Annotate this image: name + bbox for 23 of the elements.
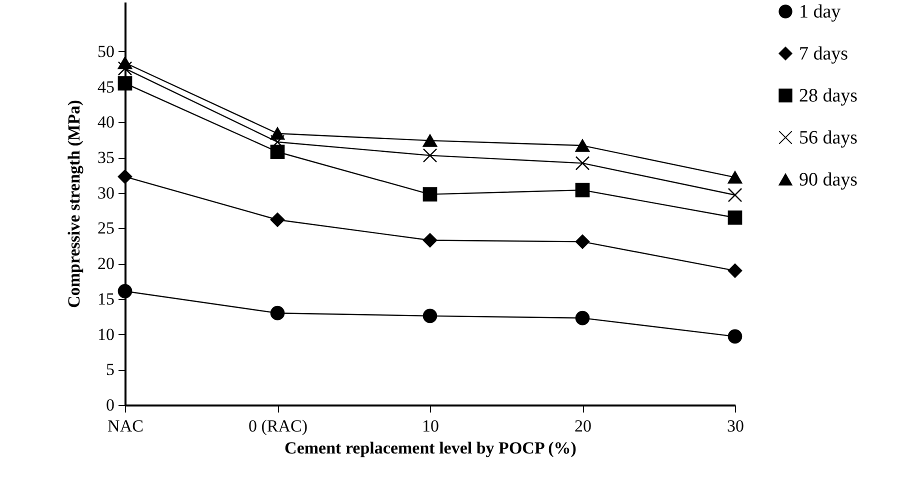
y-tick-label: 10	[98, 324, 114, 344]
x-tick-label: 30	[727, 416, 744, 436]
x-tick-label: 20	[574, 416, 592, 436]
legend-label: 56 days	[799, 128, 858, 148]
y-axis-title: Compressive strength (MPa)	[64, 100, 84, 308]
x-axis-title: Cement replacement level by POCP (%)	[284, 438, 576, 458]
y-tick-label: 25	[98, 218, 114, 238]
y-tick-label: 45	[98, 77, 114, 96]
legend-label: 28 days	[799, 86, 858, 106]
legend-label: 90 days	[799, 170, 858, 190]
y-tick-label: 40	[98, 112, 114, 132]
y-tick-label: 30	[98, 183, 114, 202]
y-tick-label: 15	[98, 289, 114, 308]
y-tick-label: 0	[106, 396, 114, 414]
y-tick-label: 50	[98, 42, 114, 61]
legend-label: 1 day	[799, 2, 842, 22]
x-tick-label: 0 (RAC)	[248, 416, 308, 436]
x-tick-label: NAC	[108, 416, 144, 436]
y-tick-label: 35	[98, 148, 114, 168]
x-tick-label: 10	[422, 416, 439, 436]
y-tick-label: 20	[98, 254, 114, 274]
y-tick-label: 5	[106, 360, 114, 380]
legend-label: 7 days	[799, 44, 848, 64]
